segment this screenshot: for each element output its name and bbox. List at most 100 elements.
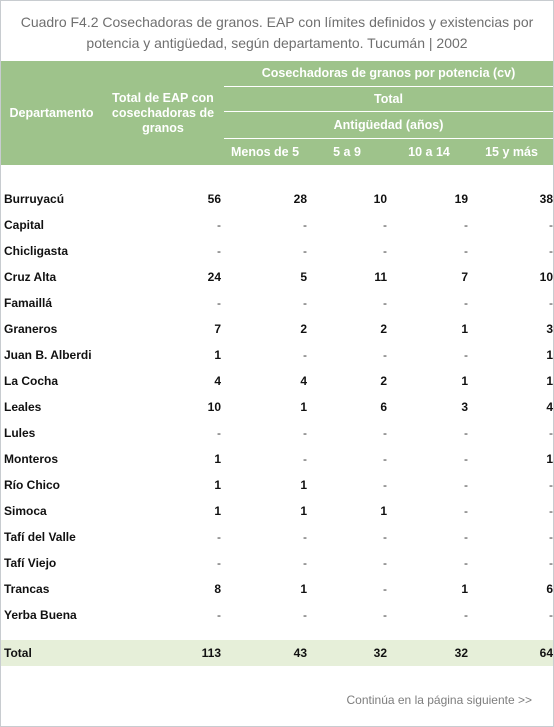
table-row: Tafí Viejo - - - - - xyxy=(1,550,553,576)
table-header xyxy=(1,61,553,165)
row-department: Chicligasta xyxy=(4,244,69,258)
row-value: - xyxy=(383,218,387,232)
row-value: 1 xyxy=(546,374,553,388)
row-value: - xyxy=(217,244,221,258)
row-value: - xyxy=(464,556,468,570)
row-value: 56 xyxy=(207,192,221,206)
title-line-1: Cuadro F4.2 Cosechadoras de granos. EAP … xyxy=(20,14,534,30)
row-value: - xyxy=(464,218,468,232)
row-value: - xyxy=(549,608,553,622)
row-value: - xyxy=(464,504,468,518)
row-value: 6 xyxy=(546,582,553,596)
row-value: 1 xyxy=(214,504,221,518)
row-value: 19 xyxy=(454,192,468,206)
row-value: - xyxy=(549,478,553,492)
row-value: - xyxy=(217,556,221,570)
table-row: Burruyacú 56 28 10 19 38 xyxy=(1,186,553,212)
row-department: Juan B. Alberdi xyxy=(4,348,92,362)
row-department: Simoca xyxy=(4,504,47,518)
table-row: Capital - - - - - xyxy=(1,212,553,238)
row-value: - xyxy=(303,452,307,466)
header-divider-1 xyxy=(224,86,553,87)
row-value: - xyxy=(464,608,468,622)
row-value: - xyxy=(383,530,387,544)
header-total: Total xyxy=(374,91,403,106)
row-department: Leales xyxy=(4,400,42,414)
table-row: La Cocha 4 4 2 1 1 xyxy=(1,368,553,394)
row-value: 1 xyxy=(546,348,553,362)
row-value: - xyxy=(549,296,553,310)
table-row: Yerba Buena - - - - - xyxy=(1,602,553,628)
header-departamento: Departamento xyxy=(9,105,94,120)
row-department: Tafí Viejo xyxy=(4,556,57,570)
row-value: 1 xyxy=(461,582,468,596)
row-value: - xyxy=(303,348,307,362)
row-value: - xyxy=(549,218,553,232)
row-value: - xyxy=(383,556,387,570)
row-value: - xyxy=(464,478,468,492)
table-row: Trancas 8 1 - 1 6 xyxy=(1,576,553,602)
row-value: - xyxy=(464,426,468,440)
header-divider-3 xyxy=(224,138,553,139)
row-value: - xyxy=(549,530,553,544)
row-department: Cruz Alta xyxy=(4,270,57,284)
row-value: 1 xyxy=(300,400,307,414)
row-value: 2 xyxy=(300,322,307,336)
row-value: - xyxy=(464,452,468,466)
row-value: 1 xyxy=(300,504,307,518)
row-value: - xyxy=(464,530,468,544)
row-value: - xyxy=(549,244,553,258)
table-row: Leales 10 1 6 3 4 xyxy=(1,394,553,420)
total-label: Total xyxy=(4,646,32,660)
row-value: 2 xyxy=(380,374,387,388)
row-value: 1 xyxy=(214,348,221,362)
table-row: Juan B. Alberdi 1 - - - 1 xyxy=(1,342,553,368)
row-value: - xyxy=(303,244,307,258)
total-row: Total 113 43 32 32 64 xyxy=(1,640,553,666)
row-value: - xyxy=(303,556,307,570)
row-value: - xyxy=(217,218,221,232)
row-value: - xyxy=(383,478,387,492)
row-department: Yerba Buena xyxy=(4,608,77,622)
table-row: Famaillá - - - - - xyxy=(1,290,553,316)
header-divider-2 xyxy=(224,111,553,112)
table-row: Cruz Alta 24 5 11 7 10 xyxy=(1,264,553,290)
row-value: - xyxy=(303,296,307,310)
row-value: 10 xyxy=(373,192,387,206)
table-title: Cuadro F4.2 Cosechadoras de granos. EAP … xyxy=(0,12,554,54)
row-value: - xyxy=(383,452,387,466)
row-value: 1 xyxy=(300,478,307,492)
row-value: 4 xyxy=(546,400,553,414)
row-value: 113 xyxy=(201,646,221,660)
row-department: Monteros xyxy=(4,452,58,466)
row-value: 32 xyxy=(373,646,387,660)
footer-continua[interactable]: Continúa en la página siguiente >> xyxy=(346,693,532,707)
header-por-potencia: Cosechadoras de granos por potencia (cv) xyxy=(261,66,516,80)
row-department: Trancas xyxy=(4,582,50,596)
row-value: 8 xyxy=(214,582,221,596)
row-department: Capital xyxy=(4,218,45,232)
row-value: - xyxy=(217,608,221,622)
row-value: 1 xyxy=(461,374,468,388)
row-value: - xyxy=(303,530,307,544)
table-row: Chicligasta - - - - - xyxy=(1,238,553,264)
row-department: Tafí del Valle xyxy=(4,530,76,544)
row-value: 10 xyxy=(207,400,221,414)
row-value: - xyxy=(464,244,468,258)
row-value: 3 xyxy=(546,322,553,336)
row-value: 3 xyxy=(461,400,468,414)
table-row: Monteros 1 - - - 1 xyxy=(1,446,553,472)
row-value: - xyxy=(549,426,553,440)
row-value: 1 xyxy=(461,322,468,336)
row-value: - xyxy=(303,218,307,232)
row-value: 2 xyxy=(380,322,387,336)
row-value: - xyxy=(464,348,468,362)
row-value: 24 xyxy=(207,270,221,284)
table-row: Río Chico 1 1 - - - xyxy=(1,472,553,498)
row-value: 1 xyxy=(214,452,221,466)
row-value: 4 xyxy=(300,374,307,388)
row-value: 5 xyxy=(300,270,307,284)
row-department: Famaillá xyxy=(4,296,53,310)
row-value: - xyxy=(383,348,387,362)
row-value: 7 xyxy=(461,270,468,284)
